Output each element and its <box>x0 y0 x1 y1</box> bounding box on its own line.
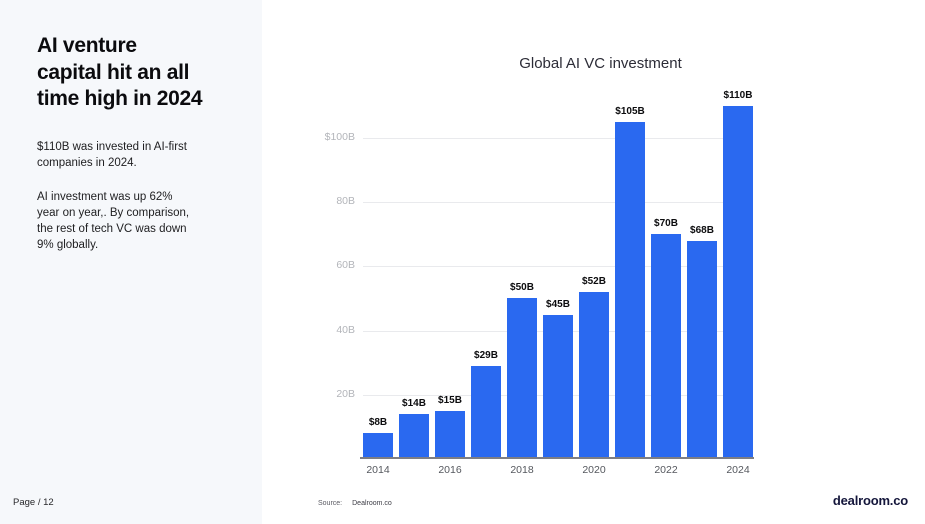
x-axis-tick: 2022 <box>654 464 678 476</box>
slide-paragraph-2: AI investment was up 62% year on year,. … <box>37 191 190 252</box>
gridline <box>363 266 753 267</box>
bar-2021 <box>615 122 645 459</box>
y-axis-tick: 60B <box>336 259 355 271</box>
bar-2023 <box>687 241 717 459</box>
x-axis-tick: 2018 <box>510 464 534 476</box>
bar-value-label: $29B <box>474 350 498 361</box>
bar-value-label: $15B <box>438 395 462 406</box>
gridline <box>363 138 753 139</box>
y-axis-tick: 20B <box>336 388 355 400</box>
bar-value-label: $68B <box>690 225 714 236</box>
bar-2016 <box>435 411 465 459</box>
bar-value-label: $52B <box>582 276 606 287</box>
source-note: Source: Dealroom.co <box>318 500 392 507</box>
bar-2014 <box>363 433 393 459</box>
bar-value-label: $8B <box>368 417 388 428</box>
page-number: Page / 12 <box>13 497 54 508</box>
bar-value-label: $45B <box>546 299 570 310</box>
bar-value-label: $70B <box>654 218 678 229</box>
bar-2020 <box>579 292 609 459</box>
bar-2019 <box>543 315 573 459</box>
x-axis-tick: 2020 <box>582 464 606 476</box>
y-axis-tick: 80B <box>336 195 355 207</box>
bar-value-label: $110B <box>723 90 753 101</box>
chart-title: Global AI VC investment <box>519 55 682 72</box>
x-axis-line <box>360 457 754 459</box>
slide-paragraph-1: $110B was invested in AI-first companies… <box>37 141 187 170</box>
dealroom-logo: dealroom.co <box>832 493 908 508</box>
slide-title: AI venture capital hit an all time high … <box>37 34 203 111</box>
bar-2017 <box>471 366 501 459</box>
bar-2022 <box>651 234 681 459</box>
y-axis-tick: $100B <box>324 131 355 143</box>
sidebar: AI venture capital hit an all time high … <box>0 0 262 524</box>
x-axis-tick: 2014 <box>366 464 390 476</box>
x-axis-tick: 2024 <box>726 464 750 476</box>
source-label: Source: <box>318 500 343 507</box>
bar-2015 <box>399 414 429 459</box>
x-axis-tick: 2016 <box>438 464 462 476</box>
bar-value-label: $105B <box>615 106 645 117</box>
bar-2018 <box>507 298 537 459</box>
bar-value-label: $14B <box>402 398 426 409</box>
y-axis-tick: 40B <box>336 324 355 336</box>
source-value: Dealroom.co <box>352 500 392 507</box>
gridline <box>363 202 753 203</box>
bar-2024 <box>723 106 753 459</box>
bar-value-label: $50B <box>510 282 534 293</box>
